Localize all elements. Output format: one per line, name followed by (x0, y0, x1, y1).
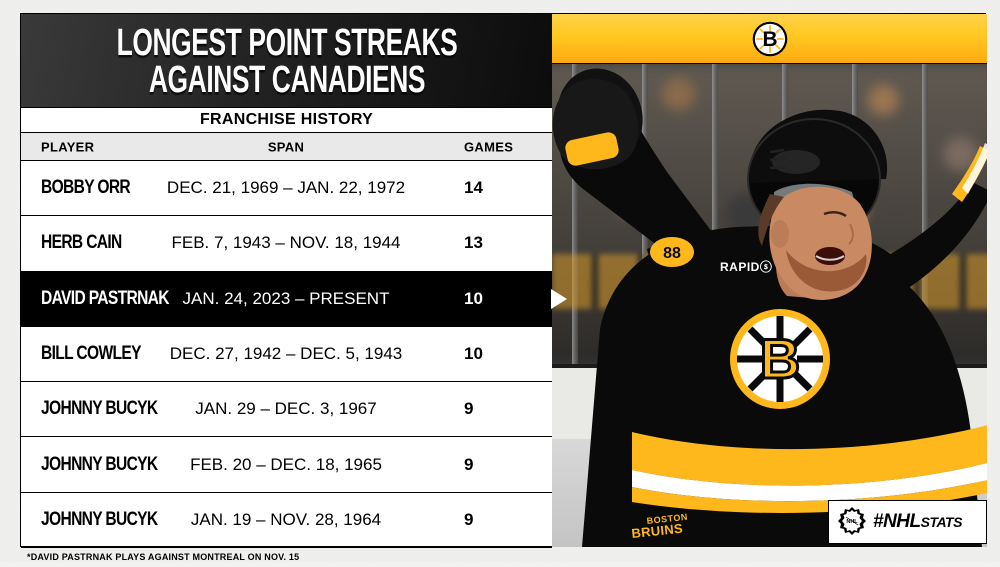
svg-text:RAPIDⓢ: RAPIDⓢ (720, 259, 772, 274)
svg-text:NHL: NHL (846, 519, 858, 525)
svg-text:88: 88 (663, 245, 681, 262)
svg-text:B: B (762, 28, 777, 51)
svg-text:B: B (760, 327, 800, 390)
